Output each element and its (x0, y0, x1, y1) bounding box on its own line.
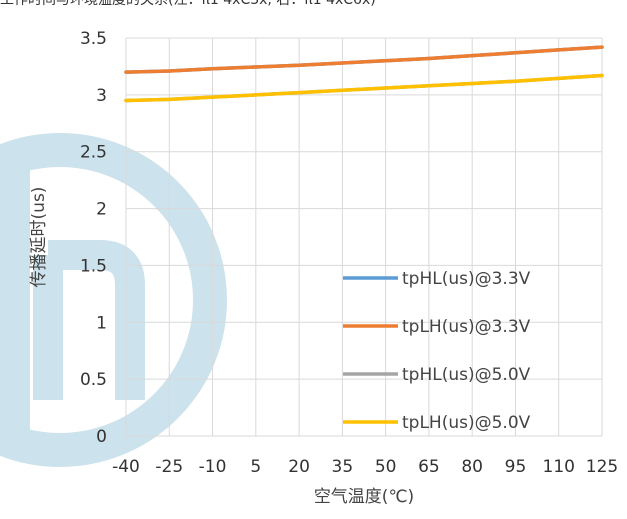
y-tick-label: 3.5 (80, 29, 107, 49)
watermark-logo (0, 133, 227, 467)
y-tick-label: 1 (96, 313, 107, 333)
x-axis-tick-labels: -40 -25 -10 5 20 35 50 65 80 95 110 125 (112, 457, 618, 477)
y-tick-label: 2.5 (80, 143, 107, 163)
x-tick-label: 35 (332, 457, 354, 477)
y-tick-label: 1.5 (80, 256, 107, 276)
y-tick-label: 2 (96, 200, 107, 220)
series-lines (124, 45, 604, 103)
x-tick-label: 125 (586, 457, 618, 477)
legend-label: tpHL(us)@3.3V (402, 269, 531, 289)
x-tick-label: 50 (375, 457, 397, 477)
series-line (124, 45, 604, 74)
y-tick-label: 3 (96, 86, 107, 106)
gridlines (125, 37, 603, 437)
legend-label: tpLH(us)@5.0V (402, 413, 531, 433)
y-tick-label: 0 (96, 427, 107, 447)
x-tick-label: 20 (288, 457, 310, 477)
y-tick-label: 0.5 (80, 370, 107, 390)
x-tick-label: 95 (505, 457, 527, 477)
x-tick-label: -10 (199, 457, 227, 477)
x-tick-label: 110 (543, 457, 575, 477)
x-tick-label: 65 (418, 457, 440, 477)
y-axis-title: 传播延时(us) (29, 187, 49, 288)
x-tick-label: 5 (250, 457, 261, 477)
x-tick-label: -40 (112, 457, 140, 477)
legend: tpHL(us)@3.3V tpLH(us)@3.3V tpHL(us)@5.0V t… (343, 269, 531, 433)
x-axis-title: 空气温度(℃) (314, 487, 414, 507)
chart-title: 工作时间与环境温度的关系(注：π1 4xC3x, 右：π1 4xC6x) (0, 0, 376, 8)
y-axis-tick-labels: 0 0.5 1 1.5 2 2.5 3 3.5 (80, 29, 107, 447)
series-line (124, 73, 604, 103)
legend-label: tpLH(us)@3.3V (402, 317, 531, 337)
x-tick-label: -25 (155, 457, 183, 477)
x-tick-label: 80 (461, 457, 483, 477)
legend-label: tpHL(us)@5.0V (402, 365, 531, 385)
